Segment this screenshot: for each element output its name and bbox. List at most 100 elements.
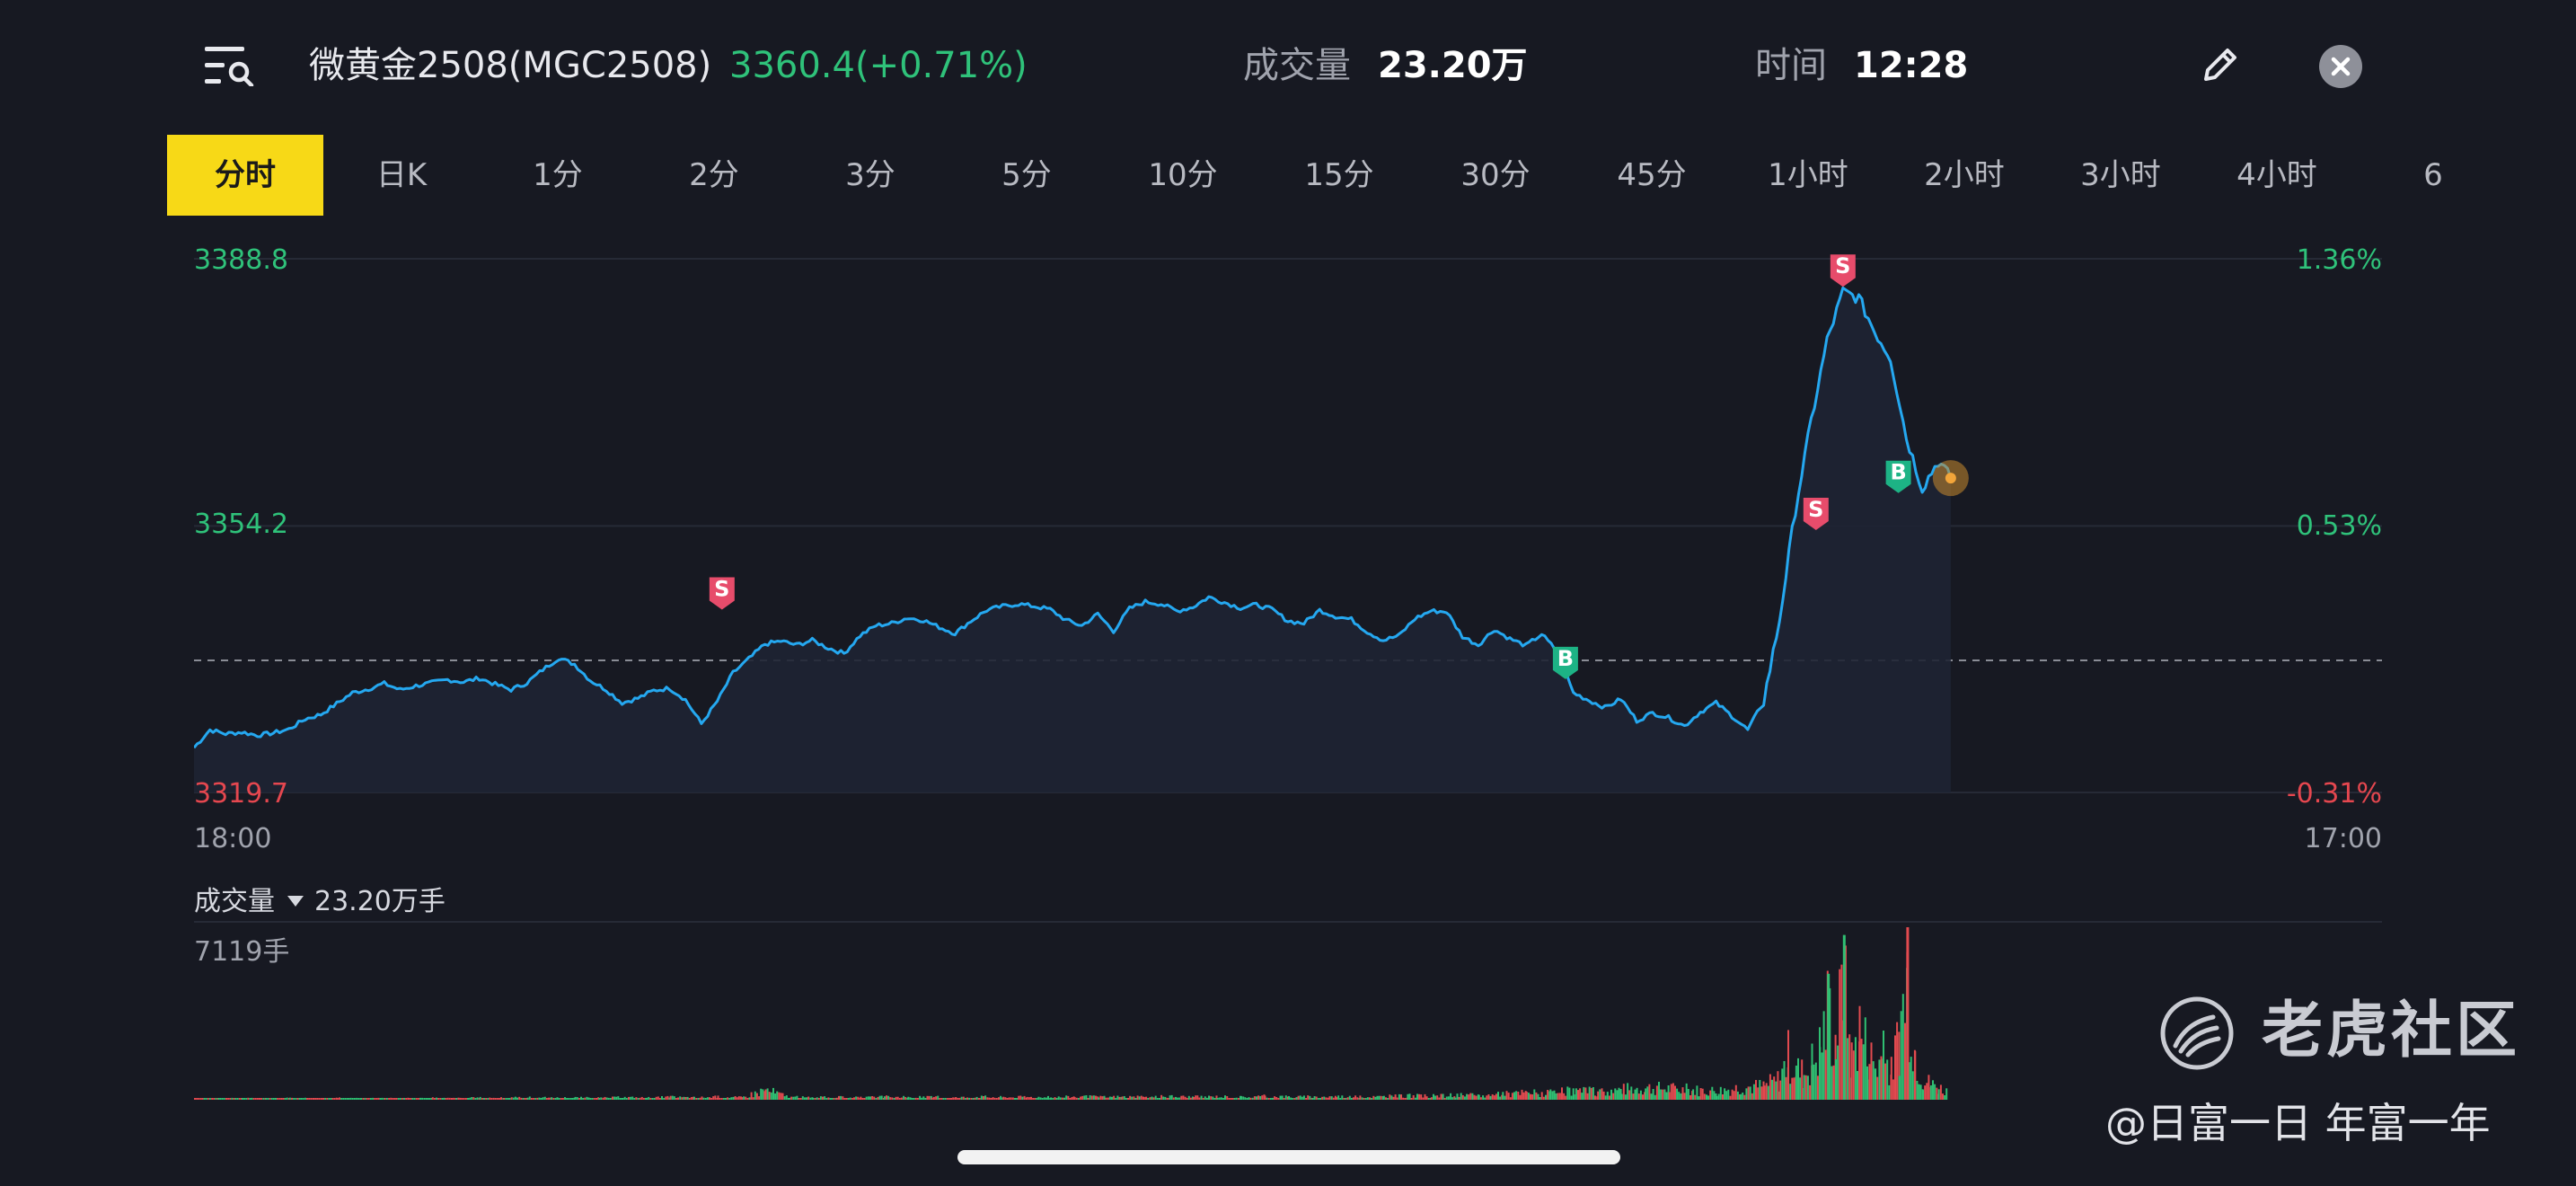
volume-bar (383, 1098, 385, 1100)
volume-bar (669, 1095, 672, 1100)
volume-bar (1864, 1017, 1866, 1100)
volume-bar (1228, 1098, 1231, 1100)
volume-bar (1775, 1081, 1778, 1100)
volume-bar (1049, 1098, 1052, 1100)
volume-bar (413, 1098, 416, 1100)
volume-bar (1627, 1083, 1629, 1100)
tab-12[interactable]: 3小时 (2080, 157, 2161, 193)
volume-bar (966, 1097, 968, 1100)
volume-bar (1558, 1093, 1561, 1100)
volume-bar (1742, 1093, 1744, 1100)
volume-bar (272, 1098, 275, 1100)
volume-bar (1113, 1095, 1116, 1100)
volume-bar (954, 1097, 957, 1100)
volume-bar (377, 1097, 380, 1100)
tab-10[interactable]: 1小时 (1768, 157, 1848, 193)
volume-bar (587, 1097, 590, 1100)
volume-bar (1660, 1089, 1663, 1100)
volume-bar (1743, 1094, 1746, 1100)
volume-bar (655, 1096, 657, 1100)
volume-bar (671, 1095, 674, 1100)
tab-11[interactable]: 2小时 (1924, 157, 2005, 193)
volume-bar (640, 1096, 643, 1100)
tab-0[interactable]: 分时 (167, 135, 323, 216)
volume-bar (1608, 1095, 1610, 1100)
volume-bar (1061, 1097, 1063, 1100)
tab-8[interactable]: 30分 (1460, 157, 1531, 193)
volume-bar (1054, 1097, 1056, 1100)
volume-bar (919, 1095, 922, 1100)
volume-bar (1848, 1034, 1851, 1100)
close-button[interactable] (2319, 45, 2362, 88)
volume-bar (1205, 1097, 1208, 1100)
volume-bar (1487, 1094, 1490, 1100)
volume-bar (630, 1096, 632, 1100)
volume-bar (1178, 1097, 1181, 1100)
volume-bar (1186, 1098, 1188, 1100)
tab-9[interactable]: 45分 (1617, 157, 1687, 193)
time-value: 12:28 (1854, 45, 1969, 86)
volume-bar (776, 1091, 779, 1100)
volume-bar (530, 1098, 533, 1100)
volume-bar (428, 1098, 431, 1100)
volume-bar (1696, 1085, 1698, 1100)
volume-bar (1752, 1084, 1755, 1100)
volume-bar (1290, 1097, 1292, 1100)
tab-4[interactable]: 3分 (845, 157, 895, 193)
volume-bar (1286, 1096, 1289, 1100)
volume-bar (233, 1098, 235, 1100)
volume-bar (558, 1098, 560, 1100)
volume-bar (1341, 1095, 1344, 1100)
volume-bar (675, 1098, 677, 1100)
volume-bar (1654, 1094, 1656, 1100)
tab-7[interactable]: 15分 (1304, 157, 1374, 193)
volume-header[interactable]: 成交量 23.20万手 (194, 884, 446, 920)
tab-13[interactable]: 4小时 (2236, 157, 2317, 193)
volume-bar (1363, 1098, 1365, 1100)
volume-bar (1059, 1097, 1062, 1100)
volume-bar (1123, 1096, 1125, 1100)
volume-bar (1408, 1093, 1411, 1100)
home-indicator[interactable] (957, 1150, 1620, 1164)
volume-bar (1125, 1098, 1127, 1100)
tab-3[interactable]: 2分 (689, 157, 739, 193)
volume-bar (952, 1097, 955, 1100)
volume-bar (1253, 1096, 1256, 1100)
tab-14[interactable]: 6 (2423, 157, 2443, 193)
last-price-dot (1945, 473, 1956, 484)
trade-marker-label: S (714, 577, 729, 602)
volume-bar (545, 1098, 548, 1100)
volume-bar (1095, 1095, 1097, 1100)
price-chart: S B S S B (194, 253, 2382, 793)
volume-bar (554, 1098, 557, 1100)
volume-bar (1634, 1089, 1636, 1100)
volume-bar (944, 1098, 947, 1100)
volume-bar (615, 1096, 618, 1100)
volume-bar (658, 1098, 661, 1100)
volume-bar (712, 1096, 715, 1100)
volume-bar (1050, 1097, 1053, 1100)
volume-bar (259, 1098, 260, 1100)
volume-bar (878, 1095, 881, 1100)
volume-bar (1883, 1031, 1884, 1100)
pencil-icon[interactable] (2199, 43, 2242, 86)
tab-2[interactable]: 1分 (533, 157, 583, 193)
volume-bar (1471, 1093, 1474, 1100)
volume-bar (1246, 1098, 1248, 1100)
volume-bar (1548, 1091, 1551, 1100)
menu-search-icon[interactable] (205, 45, 255, 86)
volume-bar (348, 1098, 350, 1100)
volume-bar (1731, 1089, 1734, 1100)
tab-1[interactable]: 日K (375, 157, 428, 193)
volume-bar (306, 1098, 308, 1100)
volume-bar (1896, 1022, 1899, 1100)
volume-bar (474, 1098, 477, 1100)
volume-bar (1636, 1087, 1638, 1100)
volume-bar (1057, 1096, 1060, 1100)
tab-5[interactable]: 5分 (1001, 157, 1052, 193)
volume-bar (653, 1098, 656, 1100)
volume-bar (374, 1098, 376, 1100)
tab-6[interactable]: 10分 (1148, 157, 1218, 193)
volume-bar (1390, 1095, 1393, 1100)
volume-bar (1517, 1092, 1520, 1100)
